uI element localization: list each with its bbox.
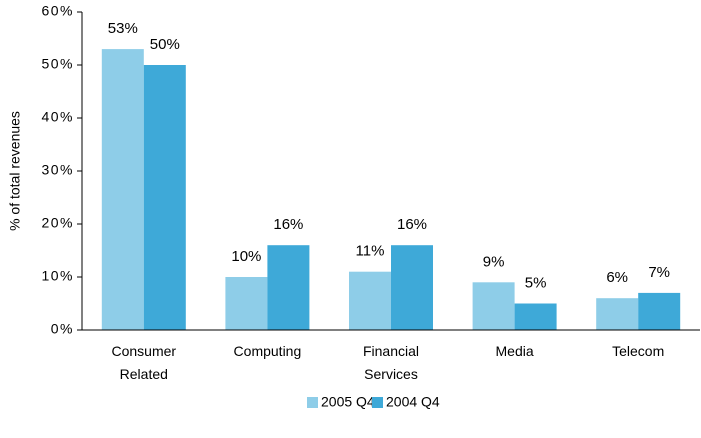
bar — [391, 245, 433, 330]
y-tick-label: 0% — [51, 321, 74, 337]
data-label: 6% — [606, 269, 628, 286]
legend-label: 2005 Q4 — [321, 394, 375, 410]
data-label: 53% — [108, 20, 138, 37]
data-label: 16% — [273, 216, 303, 233]
bar — [101, 49, 144, 330]
y-tick-label: 60% — [41, 3, 74, 19]
y-tick-label: 10% — [41, 268, 74, 284]
data-label: 11% — [356, 243, 385, 260]
data-label: 9% — [483, 253, 505, 270]
legend-label: 2004 Q4 — [386, 394, 440, 410]
bar — [596, 298, 639, 330]
legend-swatch — [372, 397, 383, 408]
bar — [267, 245, 310, 330]
y-tick-label: 50% — [41, 56, 74, 72]
data-label: 50% — [150, 36, 180, 53]
x-tick-label: Telecom — [612, 343, 664, 359]
data-label: 5% — [525, 274, 547, 291]
data-label: 10% — [231, 248, 261, 265]
bar — [472, 282, 515, 330]
bar — [638, 292, 681, 330]
data-label: 7% — [648, 264, 670, 281]
bar — [143, 65, 186, 330]
x-tick-label: Media — [496, 343, 534, 359]
bar — [225, 277, 268, 330]
x-tick-label: Financial Services — [363, 343, 419, 382]
bar — [349, 271, 391, 330]
legend-swatch — [307, 397, 318, 408]
data-label: 16% — [397, 216, 427, 233]
bar — [514, 303, 557, 330]
y-tick-label: 20% — [41, 215, 74, 231]
x-tick-label: Computing — [234, 343, 302, 359]
x-tick-label: Consumer Related — [112, 343, 177, 382]
y-tick-label: 30% — [41, 162, 74, 178]
y-tick-label: 40% — [41, 109, 74, 125]
y-axis-label: % of total revenues — [7, 111, 23, 231]
